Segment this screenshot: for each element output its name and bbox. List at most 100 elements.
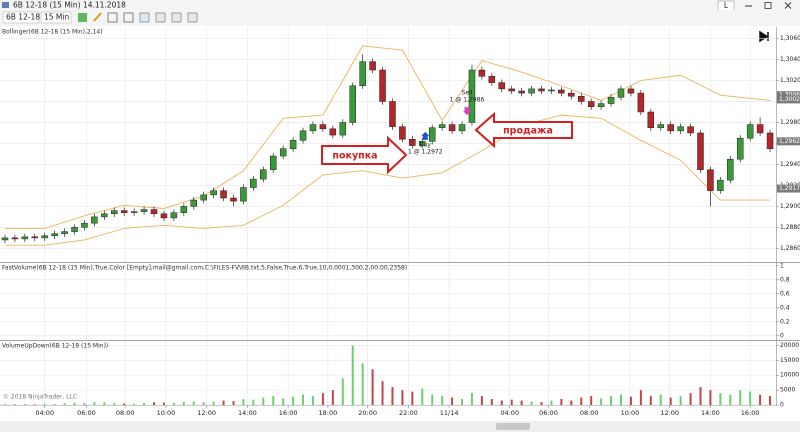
y-tick-label: 1,3060 — [780, 35, 800, 42]
candle-body — [419, 141, 426, 146]
volume-bar — [461, 399, 464, 405]
volume-bar — [212, 401, 215, 405]
price-marker-label: 1,3002 — [779, 96, 800, 103]
candle-body — [657, 124, 664, 128]
volume-bar — [500, 400, 503, 405]
scrollbar-thumb[interactable] — [496, 423, 530, 430]
candle-body — [617, 88, 625, 98]
maximize-button[interactable] — [764, 2, 772, 9]
candle-body — [687, 126, 694, 134]
panel-title: VolumeUpDown(6B 12-18 (15 Min)) — [2, 343, 108, 350]
y-tick-label: 1,2860 — [780, 245, 800, 252]
volume-bar — [411, 391, 414, 405]
y-tick-label: 0,8 — [780, 276, 790, 283]
candle-body — [1, 237, 9, 241]
strategies-button[interactable] — [171, 12, 182, 23]
candle-body — [627, 88, 635, 94]
interval-selector[interactable] — [40, 11, 72, 24]
volume-bar — [43, 403, 46, 405]
volume-bar — [759, 394, 762, 405]
volume-bar — [292, 396, 295, 405]
candle-body — [667, 124, 674, 132]
candle-body — [41, 235, 48, 239]
link-button-label: L — [724, 1, 729, 10]
candle-body — [111, 210, 118, 214]
candle-body — [379, 69, 386, 102]
volume-bar — [33, 404, 36, 405]
volume-bar — [252, 399, 255, 405]
volume-bar — [192, 401, 195, 405]
buy-callout: покупка — [321, 135, 408, 175]
volume-bar — [689, 393, 692, 405]
volume-bar — [659, 394, 662, 405]
volume-bar — [550, 400, 553, 405]
candle-body — [71, 227, 78, 232]
chart-style-button[interactable] — [78, 13, 87, 22]
candle-body — [746, 124, 754, 139]
candle-body — [697, 132, 704, 170]
x-tick-label: 22:00 — [399, 409, 418, 417]
candle-body — [568, 92, 575, 97]
volume-bar — [321, 393, 324, 405]
volume-bar — [560, 399, 563, 405]
volume-bar — [649, 396, 652, 405]
volume-bar — [3, 404, 6, 405]
price-marker — [777, 95, 800, 104]
y-tick-label: 1,3040 — [780, 56, 800, 63]
candle-body — [299, 130, 307, 141]
volume-bar — [272, 396, 275, 405]
volume-bar — [172, 402, 175, 405]
snapshot-button[interactable] — [123, 12, 134, 23]
volume-bar — [470, 393, 473, 405]
candle-body — [319, 124, 327, 130]
bollinger-lower — [4, 114, 771, 246]
volume-bar — [143, 402, 146, 405]
bollinger-upper — [4, 45, 771, 229]
properties-button[interactable] — [139, 12, 150, 23]
candle-body — [250, 178, 257, 188]
app-icon — [2, 2, 9, 8]
volume-bar — [73, 402, 76, 405]
templates-button[interactable] — [187, 12, 198, 23]
volume-bar — [123, 403, 126, 405]
volume-bar — [520, 400, 523, 405]
volume-bar — [391, 387, 394, 405]
candle-body — [458, 124, 466, 132]
candle-body — [369, 61, 376, 71]
candle-body — [210, 190, 217, 196]
candle-body — [349, 85, 356, 123]
volume-bar — [302, 394, 305, 405]
candle-body — [260, 169, 267, 180]
indicators-button[interactable] — [155, 12, 166, 23]
volume-bar — [570, 400, 573, 405]
volume-bar — [510, 399, 513, 405]
x-tick-label: 18:00 — [319, 409, 338, 417]
volume-bar — [371, 369, 374, 405]
close-button[interactable] — [784, 2, 792, 9]
volume-bar — [113, 403, 116, 405]
y-tick-label: 0,4 — [780, 304, 790, 311]
candle-body — [578, 95, 585, 102]
x-tick-label: 06:00 — [539, 409, 558, 417]
candle-body — [597, 103, 605, 107]
callout-arrow — [321, 135, 408, 175]
candle-body — [766, 132, 774, 149]
volume-bar — [729, 394, 732, 405]
x-tick-label: 08:00 — [116, 409, 135, 417]
copyright: © 2018 NinjaTrader, LLC — [3, 394, 77, 401]
candle-body — [309, 124, 317, 132]
candle-body — [756, 124, 764, 134]
candle-body — [647, 111, 655, 128]
volume-bar — [480, 396, 483, 405]
instrument-selector[interactable] — [2, 11, 40, 24]
candle-body — [190, 199, 198, 207]
chart-layer: 1,28601,28801,29001,29201,29401,29601,29… — [0, 27, 800, 417]
volume-bar — [133, 403, 136, 405]
y-tick-label: 5000 — [780, 387, 795, 394]
volume-bar — [381, 381, 384, 405]
y-tick-label: 1,2880 — [780, 224, 800, 231]
zoom-button[interactable] — [107, 12, 118, 23]
scrollbar[interactable] — [0, 421, 800, 432]
drawing-tool-button[interactable] — [93, 12, 102, 22]
volume-bar — [361, 363, 364, 405]
